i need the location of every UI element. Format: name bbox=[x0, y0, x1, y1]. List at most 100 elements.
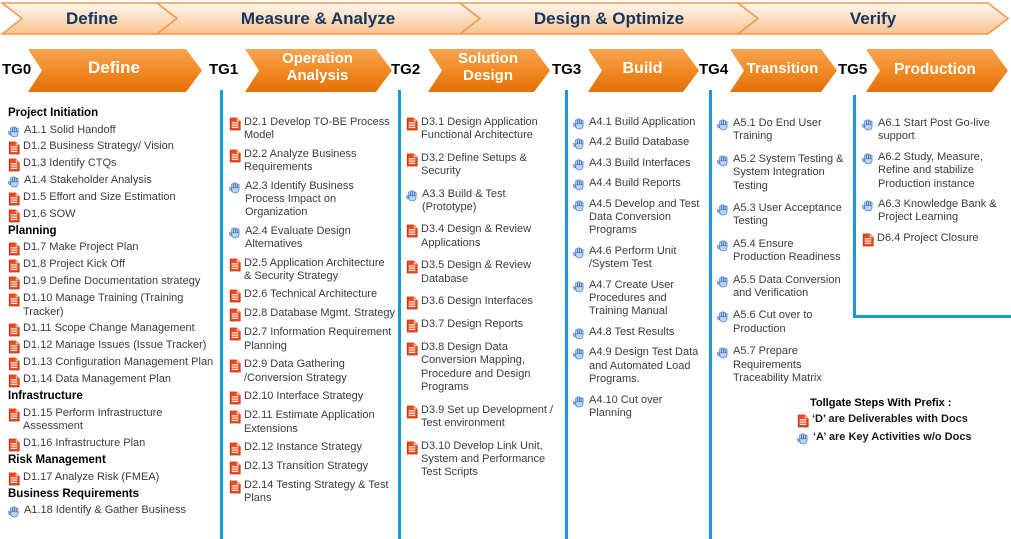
deliverable-doc-icon bbox=[406, 342, 418, 356]
task-label: A5.1 Do End User Training bbox=[733, 117, 822, 143]
task-label: A4.8 Test Results bbox=[589, 325, 675, 338]
task-item: A2.3 Identify Business Process Impact on… bbox=[229, 180, 395, 220]
task-label: D1.8 Project Kick Off bbox=[23, 258, 125, 271]
task-label: D2.7 Information Requirement Planning bbox=[244, 326, 392, 352]
task-label: D2.11 Estimate Application Extensions bbox=[244, 409, 375, 435]
task-item: A6.2 Study, Measure, Refine and stabiliz… bbox=[862, 151, 1008, 191]
activity-hand-icon bbox=[573, 138, 584, 150]
task-item: A5.1 Do End User Training bbox=[717, 117, 849, 144]
task-label: A6.2 Study, Measure, Refine and stabiliz… bbox=[878, 150, 983, 190]
task-label: A4.3 Build Interfaces bbox=[589, 156, 691, 169]
task-label: A1.1 Solid Handoff bbox=[24, 123, 116, 136]
tollgate-phase-operation-analysis: Operation Analysis bbox=[282, 50, 353, 84]
deliverable-doc-icon bbox=[8, 276, 20, 290]
column-solution-design-tasks: D3.1 Design Application Functional Archi… bbox=[406, 116, 563, 489]
task-item: A5.3 User Acceptance Testing bbox=[717, 202, 849, 229]
activity-hand-icon bbox=[717, 347, 728, 359]
task-label: D2.9 Data Gathering /Conversion Strategy bbox=[244, 358, 347, 384]
task-item: D3.5 Design & Review Database bbox=[406, 259, 563, 286]
task-item: D2.7 Information Requirement Planning bbox=[229, 326, 395, 353]
deliverable-doc-icon bbox=[229, 359, 241, 373]
task-item: A5.5 Data Conversion and Verification bbox=[717, 274, 849, 301]
task-label: A4.9 Design Test Data and Automated Load… bbox=[589, 346, 699, 386]
deliverable-doc-icon bbox=[8, 472, 20, 486]
deliverable-doc-icon bbox=[406, 117, 418, 131]
tollgate-phase-define: Define bbox=[88, 58, 140, 77]
legend-deliverable-row: ‘D’ are Deliverables with Docs bbox=[797, 413, 1009, 428]
phase-banner: Define Measure & Analyze Design & Optimi… bbox=[0, 2, 1010, 35]
column-divider-3 bbox=[565, 90, 568, 539]
deliverable-doc-icon bbox=[406, 405, 418, 419]
task-label: D3.6 Design Interfaces bbox=[421, 295, 533, 308]
task-item: D3.8 Design Data Conversion Mapping, Pro… bbox=[406, 341, 563, 395]
deliverable-doc-icon bbox=[8, 374, 20, 388]
task-item: D3.2 Define Setups & Security bbox=[406, 152, 563, 179]
phase-label-design-optimize: Design & Optimize bbox=[534, 9, 684, 28]
task-label: A6.1 Start Post Go-live support bbox=[878, 117, 990, 143]
task-label: D1.3 Identify CTQs bbox=[23, 157, 117, 170]
deliverable-doc-icon bbox=[8, 323, 20, 337]
activity-hand-icon bbox=[229, 227, 240, 239]
task-item: A4.7 Create User Procedures and Training… bbox=[573, 279, 706, 319]
task-label: D3.8 Design Data Conversion Mapping, Pro… bbox=[421, 341, 531, 394]
legend-title: Tollgate Steps With Prefix : bbox=[810, 397, 952, 409]
tollgate-phase-transition: Transition bbox=[746, 60, 819, 77]
activity-hand-icon bbox=[8, 506, 19, 518]
task-item: A5.4 Ensure Production Readiness bbox=[717, 238, 849, 265]
tollgate-label-tg3: TG3 bbox=[552, 61, 582, 78]
task-label: D3.10 Develop Link Unit, System and Perf… bbox=[421, 439, 546, 479]
tollgate-label-tg0: TG0 bbox=[2, 61, 32, 78]
task-item: D2.5 Application Architecture & Security… bbox=[229, 257, 395, 284]
activity-hand-icon bbox=[862, 119, 873, 131]
task-item: A4.4 Build Reports bbox=[573, 177, 706, 191]
task-item: A4.8 Test Results bbox=[573, 325, 706, 340]
deliverable-doc-icon bbox=[406, 260, 418, 274]
task-label: D1.15 Perform Infrastructure Assessment bbox=[23, 407, 163, 433]
task-item: A1.18 Identify & Gather Business bbox=[8, 504, 219, 518]
task-item: D2.2 Analyze Business Requirements bbox=[229, 148, 395, 175]
deliverable-doc-icon bbox=[8, 259, 20, 273]
section-header: Business Requirements bbox=[8, 487, 140, 500]
task-label: D1.6 SOW bbox=[23, 207, 76, 220]
task-label: D1.16 Infrastructure Plan bbox=[23, 436, 146, 449]
deliverable-doc-icon bbox=[8, 242, 20, 256]
task-item: D3.9 Set up Development / Test environme… bbox=[406, 404, 563, 431]
task-item: A2.4 Evaluate Design Alternatives bbox=[229, 225, 395, 252]
task-item: D2.11 Estimate Application Extensions bbox=[229, 409, 395, 436]
tollgate-label-tg4: TG4 bbox=[699, 61, 729, 78]
task-label: D1.7 Make Project Plan bbox=[23, 241, 139, 254]
activity-hand-icon bbox=[573, 199, 584, 211]
deliverable-doc-icon bbox=[229, 391, 241, 405]
task-label: A3.3 Build & Test (Prototype) bbox=[422, 187, 506, 214]
task-item: A5.6 Cut over to Production bbox=[717, 309, 849, 336]
task-label: D1.9 Define Documentation strategy bbox=[23, 275, 201, 288]
column-operation-analysis-tasks: D2.1 Develop TO-BE Process Model D2.2 An… bbox=[229, 116, 395, 511]
task-label: D2.2 Analyze Business Requirements bbox=[244, 147, 357, 174]
phase-chevron-verify bbox=[735, 2, 1010, 35]
section-header: Infrastructure bbox=[8, 390, 83, 403]
task-label: A4.7 Create User Procedures and Training… bbox=[589, 278, 674, 318]
task-label: D2.5 Application Architecture & Security… bbox=[244, 256, 385, 283]
task-label: D1.14 Data Management Plan bbox=[23, 373, 171, 386]
task-item: D1.15 Perform Infrastructure Assessment bbox=[8, 407, 219, 434]
phase-label-verify: Verify bbox=[850, 9, 897, 28]
task-item: D2.13 Transition Strategy bbox=[229, 460, 395, 475]
task-label: D3.5 Design & Review Database bbox=[421, 259, 532, 285]
activity-hand-icon bbox=[229, 181, 240, 193]
tollgate-arrow-define bbox=[28, 49, 202, 92]
task-label: A5.4 Ensure Production Readiness bbox=[733, 237, 841, 264]
task-item: D3.6 Design Interfaces bbox=[406, 295, 563, 310]
legend: Tollgate Steps With Prefix : ‘D’ are Del… bbox=[797, 397, 1009, 448]
task-item: D2.14 Testing Strategy & Test Plans bbox=[229, 479, 395, 506]
activity-hand-icon bbox=[717, 311, 728, 323]
tollgate-arrow-transition bbox=[730, 49, 837, 92]
tollgate-label-tg2: TG2 bbox=[391, 61, 421, 78]
task-label: D1.17 Analyze Risk (FMEA) bbox=[23, 470, 160, 483]
task-item: D1.2 Business Strategy/ Vision bbox=[8, 140, 219, 155]
deliverable-doc-icon bbox=[229, 117, 241, 131]
task-item: D1.14 Data Management Plan bbox=[8, 373, 219, 388]
tollgate-phase-build: Build bbox=[622, 60, 663, 77]
phase-label-measure-analyze: Measure & Analyze bbox=[241, 9, 395, 28]
task-label: A6.3 Knowledge Bank & Project Learning bbox=[878, 198, 997, 224]
